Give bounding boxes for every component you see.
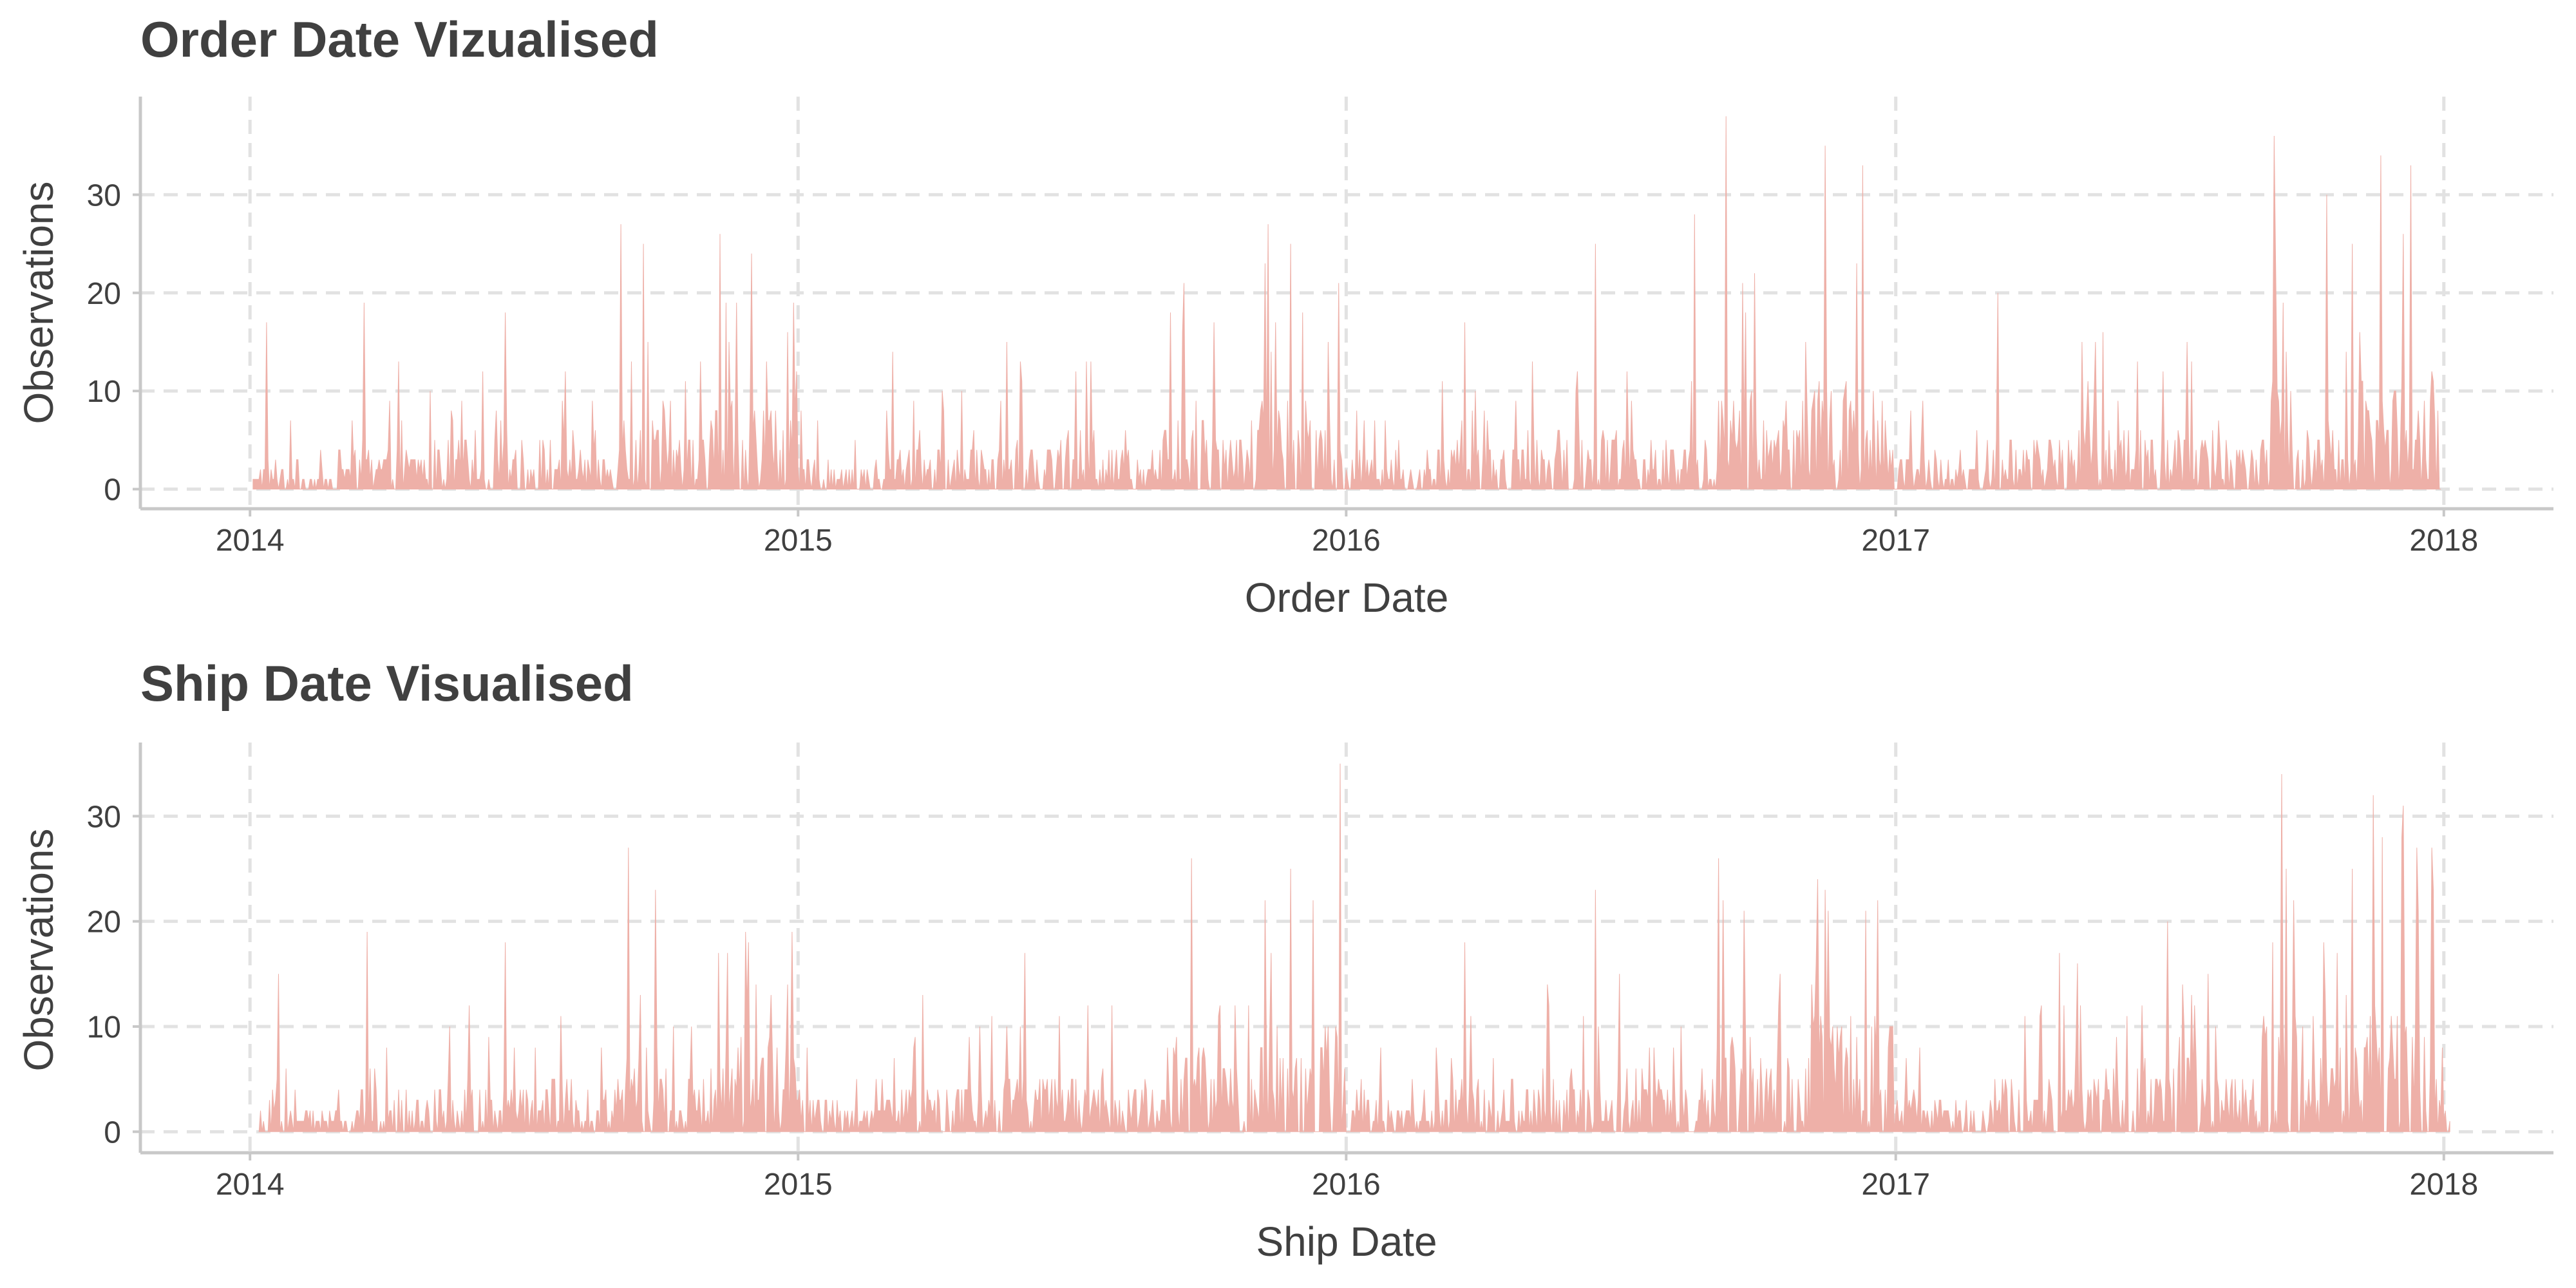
y-tick-label: 20 [87,905,121,940]
y-tick-label: 30 [87,800,121,834]
x-tick-label: 2015 [764,524,833,558]
area-series [252,116,2441,489]
x-axis-label: Ship Date [1256,1218,1437,1265]
x-axis-label: Order Date [1245,574,1449,621]
y-tick-label: 10 [87,1010,121,1045]
y-tick-label: 10 [87,375,121,409]
y-axis-label: Observations [15,828,62,1071]
y-tick-label: 30 [87,178,121,213]
x-tick-label: 2018 [2409,524,2478,558]
area-series [258,763,2450,1132]
y-ticks: 0 10 20 30 [87,178,121,507]
y-tick-label: 0 [104,473,121,507]
x-tick-label: 2017 [1861,1168,1930,1202]
y-ticks: 0 10 20 30 [87,800,121,1150]
y-axis-label: Observations [15,181,62,424]
x-tick-label: 2017 [1861,524,1930,558]
ship-date-panel: Ship Date Visualised 0 10 20 30 2014 201… [15,655,2553,1265]
x-tick-label: 2015 [764,1168,833,1202]
chart-title: Ship Date Visualised [140,655,634,712]
area-series-path [258,763,2450,1132]
x-tick-label: 2014 [216,524,285,558]
x-tick-label: 2018 [2409,1168,2478,1202]
x-ticks: 2014 2015 2016 2017 2018 [216,1168,2478,1202]
y-tick-label: 20 [87,277,121,311]
axes [133,743,2553,1160]
x-tick-label: 2016 [1312,524,1381,558]
x-ticks: 2014 2015 2016 2017 2018 [216,524,2478,558]
y-tick-label: 0 [104,1115,121,1150]
area-series-path [252,116,2441,489]
x-tick-label: 2014 [216,1168,285,1202]
x-tick-label: 2016 [1312,1168,1381,1202]
order-date-panel: Order Date Vizualised 0 10 20 30 2014 20… [15,11,2553,621]
axes [133,97,2553,516]
chart-title: Order Date Vizualised [140,11,659,68]
